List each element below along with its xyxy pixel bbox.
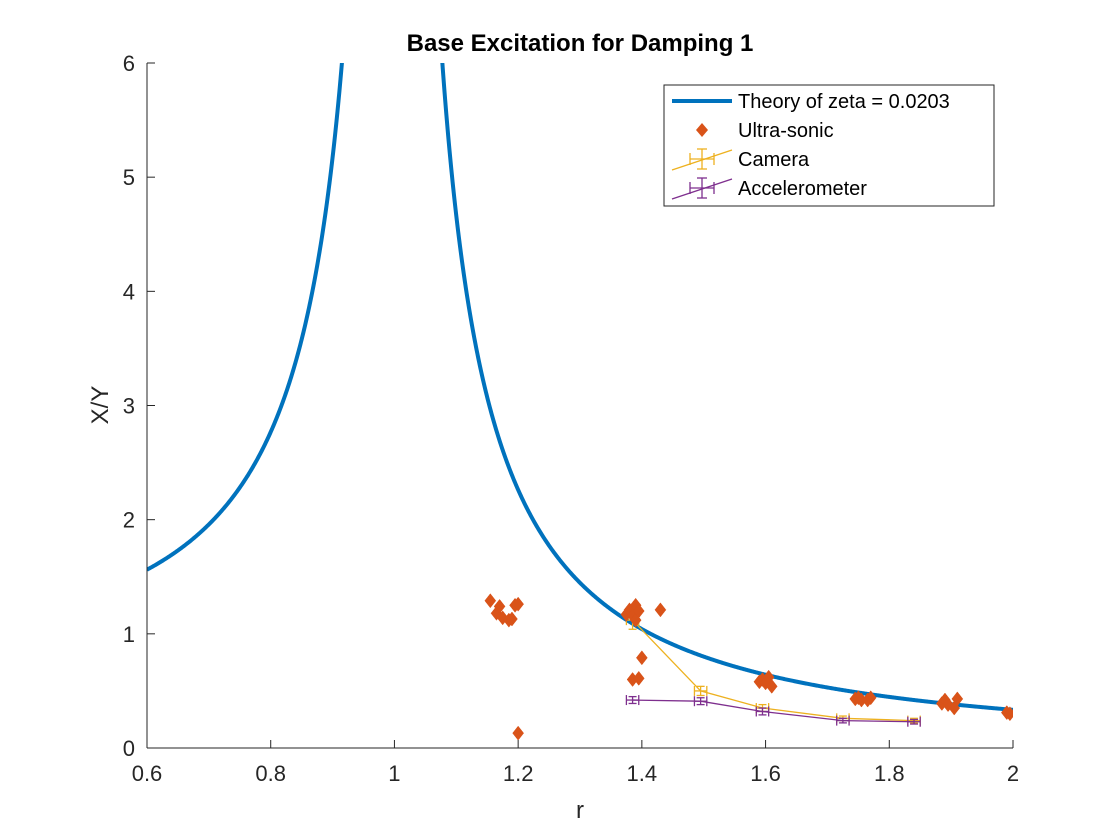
ultrasonic-point — [512, 596, 524, 612]
x-ticks: 0.6 0.8 1 1.2 1.4 1.6 1.8 2 — [132, 740, 1019, 786]
ultrasonic-point — [1004, 706, 1013, 722]
legend-label-ultrasonic: Ultra-sonic — [738, 120, 834, 142]
camera-point — [693, 685, 708, 697]
legend-label-camera: Camera — [738, 149, 810, 171]
y-axis-label: X/Y — [87, 386, 114, 425]
ultrasonic-point — [496, 610, 509, 626]
series-layer — [147, 63, 1013, 741]
ultrasonic-point — [632, 670, 645, 686]
ultrasonic-point — [484, 593, 497, 609]
x-tick-label: 0.6 — [132, 761, 163, 786]
ultrasonic-point — [942, 697, 954, 713]
x-tick-label: 1 — [388, 761, 400, 786]
ultrasonic-point — [636, 650, 648, 666]
x-tick-label: 2 — [1007, 761, 1019, 786]
ultrasonic-point — [765, 678, 778, 694]
accelerometer-point — [755, 706, 770, 717]
ultrasonic-point — [864, 690, 877, 706]
legend-swatch-ultrasonic — [696, 123, 708, 137]
x-tick-label: 1.2 — [503, 761, 534, 786]
y-tick-label: 1 — [123, 622, 135, 647]
ultrasonic-point — [951, 691, 964, 707]
theory-curve — [147, 63, 344, 572]
ultrasonic-point — [654, 602, 667, 618]
y-tick-label: 4 — [123, 279, 135, 304]
legend-swatch-accelerometer — [671, 177, 733, 200]
y-tick-label: 3 — [123, 394, 135, 419]
x-tick-label: 0.8 — [255, 761, 286, 786]
x-tick-label: 1.4 — [627, 761, 658, 786]
x-axis-label: r — [576, 797, 584, 824]
legend: Theory of zeta = 0.0203 Ultra-sonic Came… — [663, 84, 995, 207]
ultrasonic-point — [493, 599, 506, 614]
chart-title: Base Excitation for Damping 1 — [407, 30, 754, 57]
legend-label-theory: Theory of zeta = 0.0203 — [738, 91, 950, 113]
accelerometer-point — [836, 715, 850, 726]
legend-label-accelerometer: Accelerometer — [738, 178, 867, 200]
accelerometer-point — [907, 716, 921, 727]
y-tick-label: 2 — [123, 508, 135, 533]
x-tick-label: 1.6 — [750, 761, 781, 786]
ultrasonic-point — [632, 603, 645, 619]
y-ticks: 0 1 2 3 4 5 6 — [123, 51, 155, 761]
ultrasonic-point — [506, 611, 518, 627]
theory-curve — [440, 63, 1013, 712]
accelerometer-point — [693, 696, 708, 707]
accelerometer-point — [625, 695, 640, 706]
y-tick-label: 0 — [123, 736, 135, 761]
ultrasonic-point — [948, 700, 961, 716]
y-tick-label: 6 — [123, 51, 135, 76]
x-tick-label: 1.8 — [874, 761, 905, 786]
legend-swatch-camera — [671, 148, 733, 171]
y-tick-label: 5 — [123, 165, 135, 190]
legend-box — [663, 84, 995, 207]
